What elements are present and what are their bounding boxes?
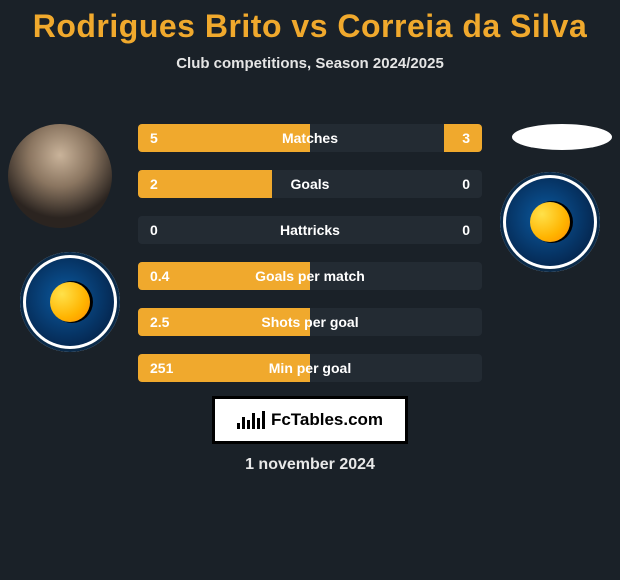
page-title: Rodrigues Brito vs Correia da Silva	[0, 0, 620, 45]
stat-label: Goals per match	[138, 268, 482, 284]
stat-row: 53Matches	[138, 124, 482, 152]
stat-row: 20Goals	[138, 170, 482, 198]
stat-label: Shots per goal	[138, 314, 482, 330]
player1-avatar	[8, 124, 112, 228]
subtitle: Club competitions, Season 2024/2025	[0, 55, 620, 72]
player2-avatar	[512, 124, 612, 150]
source-badge: FcTables.com	[212, 396, 408, 444]
source-badge-text: FcTables.com	[271, 410, 383, 430]
player1-club-logo	[20, 252, 120, 352]
stat-row: 0.4Goals per match	[138, 262, 482, 290]
stat-label: Matches	[138, 130, 482, 146]
stat-label: Hattricks	[138, 222, 482, 238]
stat-label: Goals	[138, 176, 482, 192]
stat-row: 2.5Shots per goal	[138, 308, 482, 336]
stat-label: Min per goal	[138, 360, 482, 376]
chart-icon	[237, 411, 265, 429]
stats-container: 53Matches 20Goals 00Hattricks 0.4Goals per …	[138, 124, 482, 400]
stat-row: 00Hattricks	[138, 216, 482, 244]
stat-row: 251Min per goal	[138, 354, 482, 382]
player2-club-logo	[500, 172, 600, 272]
date-label: 1 november 2024	[245, 456, 375, 474]
